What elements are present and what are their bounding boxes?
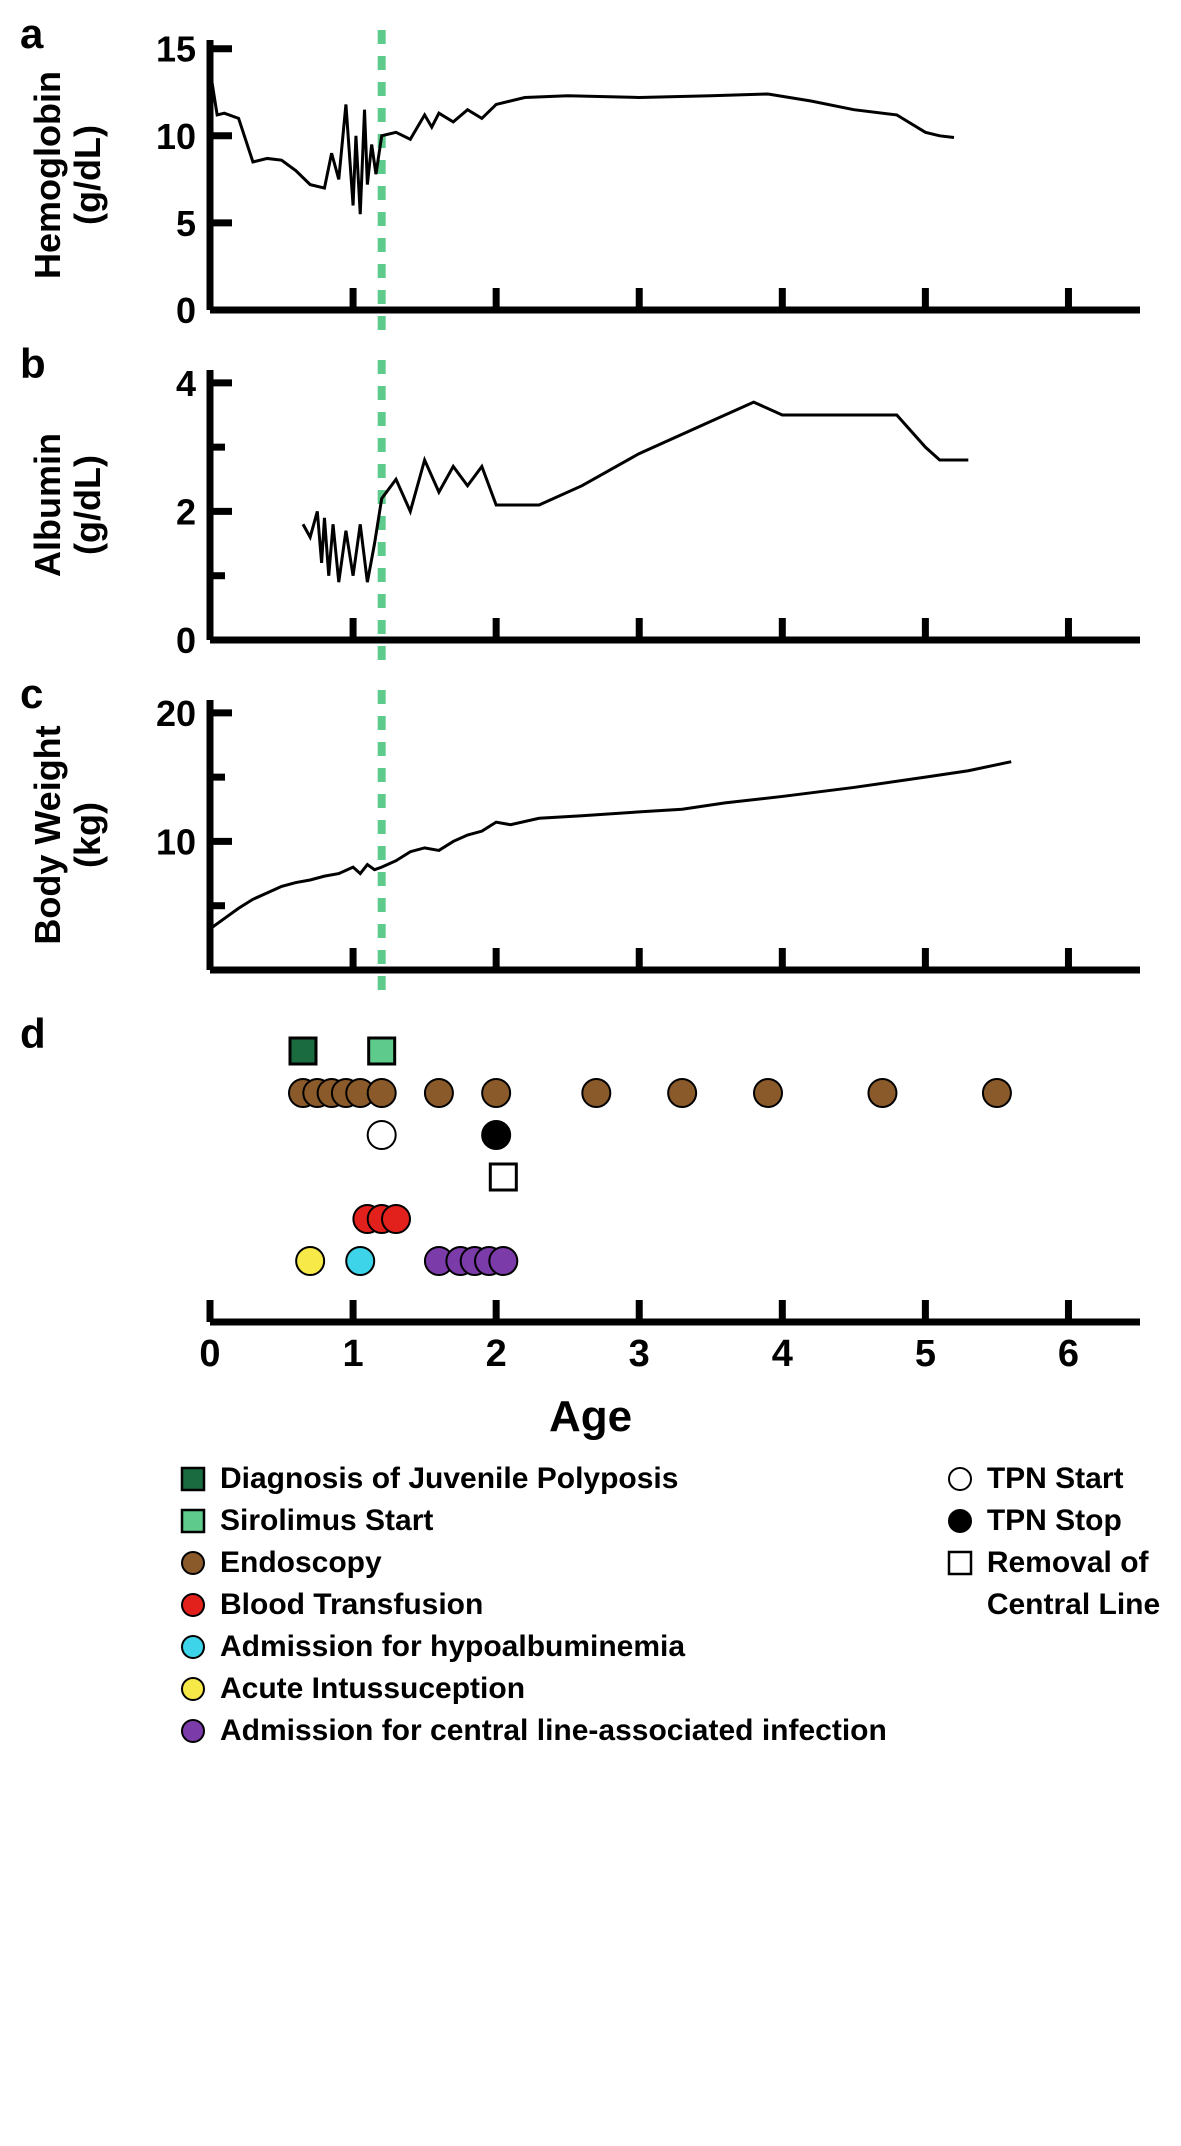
svg-text:(g/dL): (g/dL): [67, 125, 108, 225]
svg-text:2: 2: [486, 1333, 507, 1375]
legend-label: Diagnosis of Juvenile Polyposis: [220, 1462, 678, 1496]
chart-a: 0 5 10 15 Hemoglobin(g/dL): [20, 20, 1161, 340]
legend-label: Admission for central line-associated in…: [220, 1714, 887, 1748]
panel-d: d 0 1 2 3 4 5 6: [20, 1010, 1161, 1382]
panel-b-label: b: [20, 340, 46, 388]
svg-text:(g/dL): (g/dL): [67, 455, 108, 555]
panel-a: a 051015Hemoglobin(g/dL): [20, 20, 1161, 340]
svg-text:0: 0: [176, 620, 196, 661]
chart-c: 10 20 Body Weight(kg): [20, 680, 1161, 1000]
legend-item: Central Line: [947, 1588, 1160, 1622]
svg-text:(kg): (kg): [67, 802, 108, 868]
chart-b: 0 2 4 Albumin(g/dL): [20, 350, 1161, 670]
x-axis-label: Age: [20, 1392, 1161, 1442]
legend-label: Acute Intussuception: [220, 1672, 525, 1706]
legend-item: TPN Start: [947, 1462, 1160, 1496]
panel-c: c 1020Body Weight(kg): [20, 680, 1161, 1000]
legend-label: Sirolimus Start: [220, 1504, 433, 1538]
legend-label: TPN Stop: [987, 1504, 1122, 1538]
legend-item: Acute Intussuception: [180, 1672, 887, 1706]
legend-item: TPN Stop: [947, 1504, 1160, 1538]
svg-text:Albumin: Albumin: [27, 433, 68, 577]
legend-item: Admission for central line-associated in…: [180, 1714, 887, 1748]
svg-text:4: 4: [176, 363, 196, 404]
legend-label: TPN Start: [987, 1462, 1124, 1496]
event-timeline: 0 1 2 3 4 5 6: [20, 1010, 1161, 1382]
svg-text:0: 0: [199, 1333, 220, 1375]
legend: Diagnosis of Juvenile Polyposis Sirolimus…: [180, 1462, 1161, 1748]
legend-label: Removal of: [987, 1546, 1149, 1580]
svg-text:10: 10: [156, 116, 196, 157]
svg-text:15: 15: [156, 29, 196, 70]
legend-item: Blood Transfusion: [180, 1588, 887, 1622]
svg-text:3: 3: [629, 1333, 650, 1375]
legend-item: Admission for hypoalbuminemia: [180, 1630, 887, 1664]
legend-label: Blood Transfusion: [220, 1588, 483, 1622]
svg-text:6: 6: [1058, 1333, 1079, 1375]
legend-item: Sirolimus Start: [180, 1504, 887, 1538]
panel-b: b 024Albumin(g/dL): [20, 350, 1161, 670]
legend-label: Endoscopy: [220, 1546, 382, 1580]
figure: a 051015Hemoglobin(g/dL) b 024Albumin(g/…: [20, 20, 1161, 1748]
svg-text:2: 2: [176, 491, 196, 532]
svg-text:Body Weight: Body Weight: [27, 725, 68, 944]
svg-text:5: 5: [915, 1333, 936, 1375]
svg-text:4: 4: [772, 1333, 793, 1375]
legend-item: Diagnosis of Juvenile Polyposis: [180, 1462, 887, 1496]
legend-item: Removal of: [947, 1546, 1160, 1580]
panel-c-label: c: [20, 670, 43, 718]
legend-label: Central Line: [987, 1588, 1160, 1622]
legend-left-column: Diagnosis of Juvenile Polyposis Sirolimus…: [180, 1462, 887, 1748]
legend-right-column: TPN Start TPN Stop Removal of Central Line: [947, 1462, 1160, 1748]
svg-text:10: 10: [156, 821, 196, 862]
svg-text:5: 5: [176, 203, 196, 244]
panel-a-label: a: [20, 10, 43, 58]
legend-item: Endoscopy: [180, 1546, 887, 1580]
svg-text:Hemoglobin: Hemoglobin: [27, 71, 68, 279]
svg-text:1: 1: [343, 1333, 364, 1375]
panel-d-label: d: [20, 1010, 46, 1058]
svg-text:0: 0: [176, 290, 196, 331]
legend-label: Admission for hypoalbuminemia: [220, 1630, 685, 1664]
svg-text:20: 20: [156, 693, 196, 734]
